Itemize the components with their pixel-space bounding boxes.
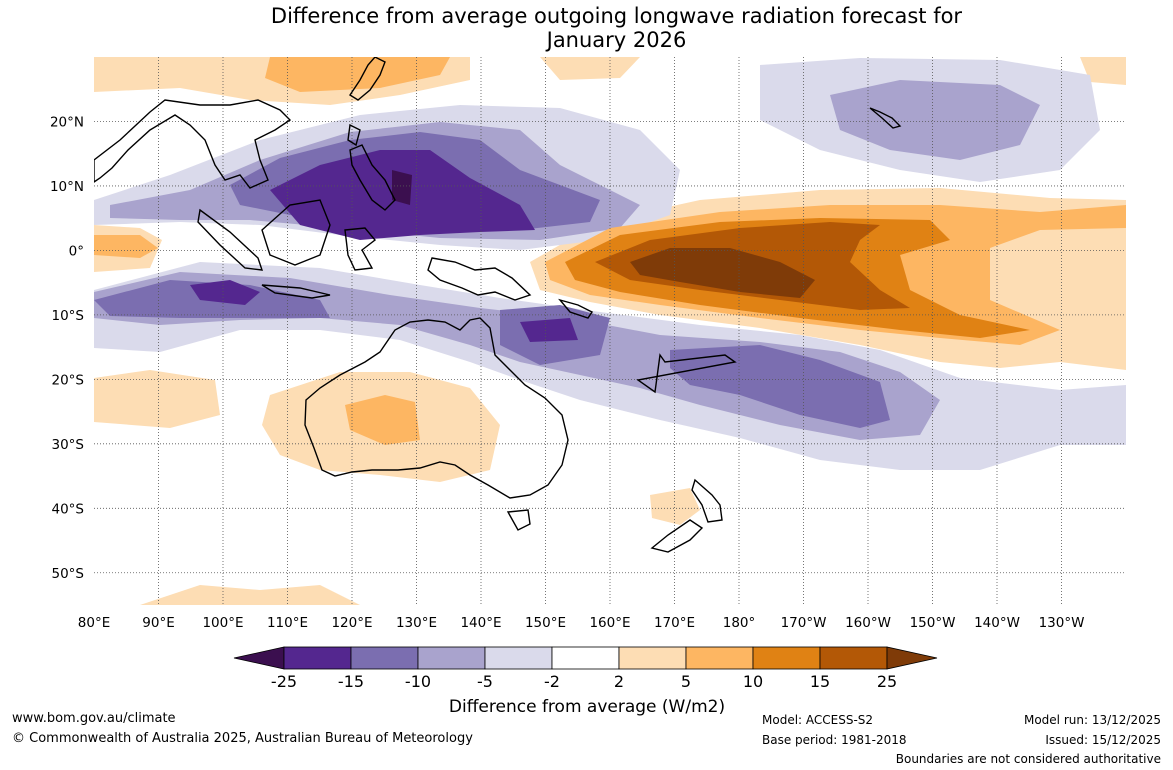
model-run-date: Model run: 13/12/2025 xyxy=(1023,713,1161,727)
colorbar-tick-label: 10 xyxy=(743,672,763,691)
lon-tick-label: 180° xyxy=(723,615,756,631)
negative-anomaly-spcz-dark xyxy=(670,345,890,428)
lat-tick-label: 20°S xyxy=(52,372,85,388)
lon-tick-label: 170°E xyxy=(654,615,695,631)
vanuatu-fiji-coastline xyxy=(636,353,737,394)
lon-tick-label: 90°E xyxy=(142,615,174,631)
website-link[interactable]: www.bom.gov.au/climate xyxy=(12,711,176,726)
title-line-2: January 2026 xyxy=(546,28,687,52)
colorbar-tick-label: -15 xyxy=(338,672,364,691)
hawaii-coastline xyxy=(869,107,902,129)
lon-tick-label: 80°E xyxy=(78,615,110,631)
lon-tick-label: 100°E xyxy=(202,615,243,631)
colorbar-tick-label: 15 xyxy=(810,672,830,691)
java-coastline xyxy=(261,284,331,299)
asia-coastline xyxy=(94,99,292,189)
negative-anomaly-extreme-core xyxy=(392,170,412,205)
colorbar-bin xyxy=(819,646,888,670)
new-zealand-north-coastline xyxy=(691,478,723,523)
lon-tick-label: 170°W xyxy=(781,615,827,631)
lat-tick-label: 20°N xyxy=(50,114,84,130)
colorbar-extend-min xyxy=(233,646,285,670)
colorbar-tick-label: -10 xyxy=(405,672,431,691)
lon-tick-label: 160°W xyxy=(845,615,891,631)
negative-anomaly-solomon-core xyxy=(520,318,578,342)
colorbar-bin xyxy=(551,646,620,670)
lat-tick-label: 30°S xyxy=(52,437,85,453)
lat-tick-label: 50°S xyxy=(52,566,85,582)
sumatra-coastline xyxy=(197,208,264,271)
colorbar-tick-label: -5 xyxy=(477,672,493,691)
positive-anomaly-nw-pacific-orange xyxy=(265,57,450,92)
longitude-labels: 80°E 90°E 100°E 110°E 120°E 130°E 140°E 150°E 16… xyxy=(78,615,1085,631)
lon-tick-label: 110°E xyxy=(267,615,308,631)
australia-coastline xyxy=(304,317,569,499)
colorbar-bin xyxy=(752,646,821,670)
positive-anomaly-north-pacific xyxy=(540,57,640,80)
colorbar-bin xyxy=(417,646,486,670)
map-title: Difference from average outgoing longwav… xyxy=(0,4,1173,52)
sulawesi-coastline xyxy=(344,227,377,271)
negative-anomaly-north-pacific-mid xyxy=(830,80,1040,160)
negative-anomaly-java-core xyxy=(190,280,260,305)
positive-anomaly-indian-5 xyxy=(94,235,158,258)
positive-anomaly-australia-5 xyxy=(345,395,420,445)
positive-anomaly-tasman xyxy=(650,488,700,525)
colorbar-bin xyxy=(618,646,687,670)
solomon-islands-coastline xyxy=(558,298,594,319)
new-zealand-south-coastline xyxy=(650,519,704,553)
base-period: Base period: 1981-2018 xyxy=(762,733,907,747)
lon-tick-label: 160°E xyxy=(589,615,630,631)
colorbar: -25 -15 -10 -5 -2 2 5 10 15 25 xyxy=(233,646,938,691)
coastlines xyxy=(94,57,902,553)
latitude-labels: 20°N 10°N 0° 10°S 20°S 30°S 40°S 50°S xyxy=(50,114,84,581)
boundaries-disclaimer: Boundaries are not considered authoritat… xyxy=(895,752,1161,766)
tasmania-coastline xyxy=(506,509,531,531)
colorbar-bin xyxy=(283,646,352,670)
issued-date: Issued: 15/12/2025 xyxy=(1045,733,1161,747)
title-line-1: Difference from average outgoing longwav… xyxy=(270,4,963,28)
colorbar-tick-label: 2 xyxy=(614,672,624,691)
colorbar-tick-label: -2 xyxy=(544,672,560,691)
lon-tick-label: 150°E xyxy=(525,615,566,631)
lon-tick-label: 140°W xyxy=(974,615,1020,631)
colorbar-title: Difference from average (W/m2) xyxy=(449,697,725,717)
new-guinea-coastline xyxy=(427,257,532,301)
lon-tick-label: 130°E xyxy=(396,615,437,631)
colorbar-tick-label: -25 xyxy=(271,672,297,691)
lat-tick-label: 40°S xyxy=(52,501,85,517)
colorbar-tick-label: 5 xyxy=(681,672,691,691)
copyright-notice: © Commonwealth of Australia 2025, Austra… xyxy=(12,731,473,746)
colorbar-bin xyxy=(484,646,553,670)
colorbar-extend-max xyxy=(886,646,938,670)
japan-coastline xyxy=(349,57,386,101)
positive-anomaly-central-pacific-25 xyxy=(630,248,815,298)
lat-tick-label: 10°N xyxy=(50,179,84,195)
taiwan-coastline xyxy=(347,123,361,147)
positive-anomaly-indian-ocean xyxy=(94,370,220,428)
graticule xyxy=(94,57,1126,605)
lon-tick-label: 120°E xyxy=(331,615,372,631)
model-name: Model: ACCESS-S2 xyxy=(762,713,874,727)
positive-anomaly-southern-ocean xyxy=(140,585,360,605)
lon-tick-label: 150°W xyxy=(910,615,956,631)
colorbar-bin xyxy=(685,646,754,670)
positive-anomaly-ne-pacific xyxy=(1080,57,1126,85)
lon-tick-label: 130°W xyxy=(1039,615,1085,631)
colorbar-bin xyxy=(350,646,419,670)
lat-tick-label: 10°S xyxy=(52,308,85,324)
philippines-coastline xyxy=(349,144,396,211)
lat-tick-label: 0° xyxy=(69,243,84,259)
borneo-coastline xyxy=(261,199,331,266)
colorbar-tick-label: 25 xyxy=(877,672,897,691)
lon-tick-label: 140°E xyxy=(460,615,501,631)
